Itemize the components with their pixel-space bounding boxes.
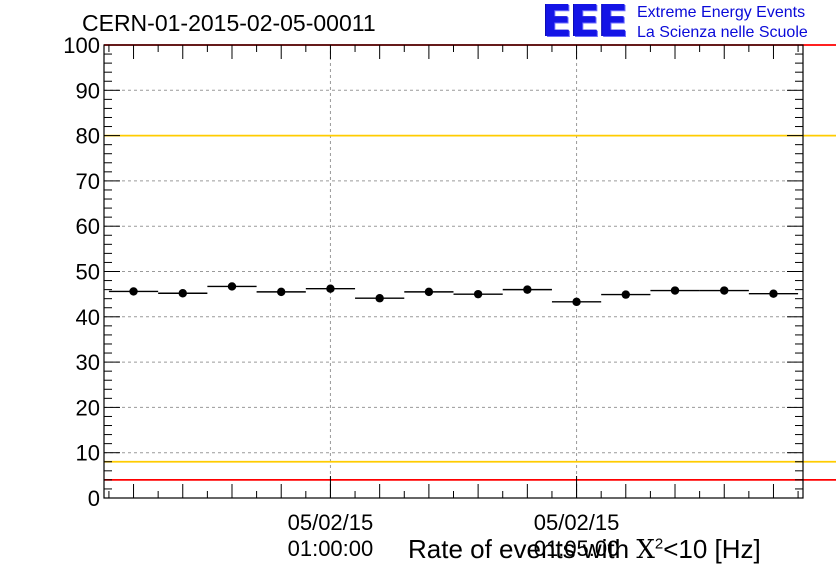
run-title: CERN-01-2015-02-05-00011: [82, 10, 376, 36]
data-point: [572, 297, 581, 307]
x-axis-title-chi: X: [636, 535, 655, 565]
y-tick-label: 80: [76, 124, 100, 149]
y-tick-label: 10: [76, 441, 100, 466]
eee-logo: EEE Extreme Energy Events La Scienza nel…: [542, 0, 832, 47]
data-point: [621, 290, 630, 299]
y-tick-label: 40: [76, 305, 100, 330]
logo-line1: Extreme Energy Events: [637, 4, 806, 21]
x-tick-time: 01:05:00: [534, 536, 620, 561]
data-point: [473, 289, 483, 299]
axis-ticks: [104, 44, 803, 499]
y-tick-label: 30: [76, 350, 100, 375]
data-point: [277, 287, 286, 297]
data-point: [178, 289, 187, 298]
x-tick-date: 05/02/15: [288, 510, 374, 535]
data-point: [523, 285, 532, 294]
x-axis-title-prefix: Rate of events with: [408, 534, 637, 564]
x-tick-time: 01:00:00: [288, 536, 374, 561]
data-point: [720, 286, 729, 295]
data-point: [670, 286, 680, 295]
data-point: [375, 294, 384, 303]
grid-lines: [104, 45, 803, 498]
y-tick-label: 70: [76, 169, 100, 194]
data-point: [769, 289, 778, 298]
data-point: [227, 282, 237, 291]
y-tick-labels: 0 10 20 30 40 50 60 70 80 90 100: [63, 33, 100, 511]
x-tick-date: 05/02/15: [534, 510, 620, 535]
x-axis-title: Rate of events with X2<10 [Hz]: [408, 534, 761, 565]
y-tick-label: 90: [76, 78, 100, 103]
logo-mark: EEE: [542, 0, 628, 47]
data-point: [424, 287, 434, 297]
y-tick-label: 60: [76, 214, 100, 239]
y-tick-label: 100: [63, 33, 100, 58]
logo-line2: La Scienza nelle Scuole: [637, 24, 808, 41]
data-point: [326, 284, 335, 293]
y-tick-label: 0: [88, 486, 100, 511]
plot-frame: [103, 44, 804, 499]
y-tick-label: 50: [76, 260, 100, 285]
x-axis-title-suffix: <10 [Hz]: [663, 534, 761, 564]
y-tick-label: 20: [76, 395, 100, 420]
x-axis-title-exp: 2: [654, 535, 664, 553]
reference-lines: [104, 44, 836, 481]
data-point: [129, 287, 138, 296]
data-points: [108, 282, 799, 307]
